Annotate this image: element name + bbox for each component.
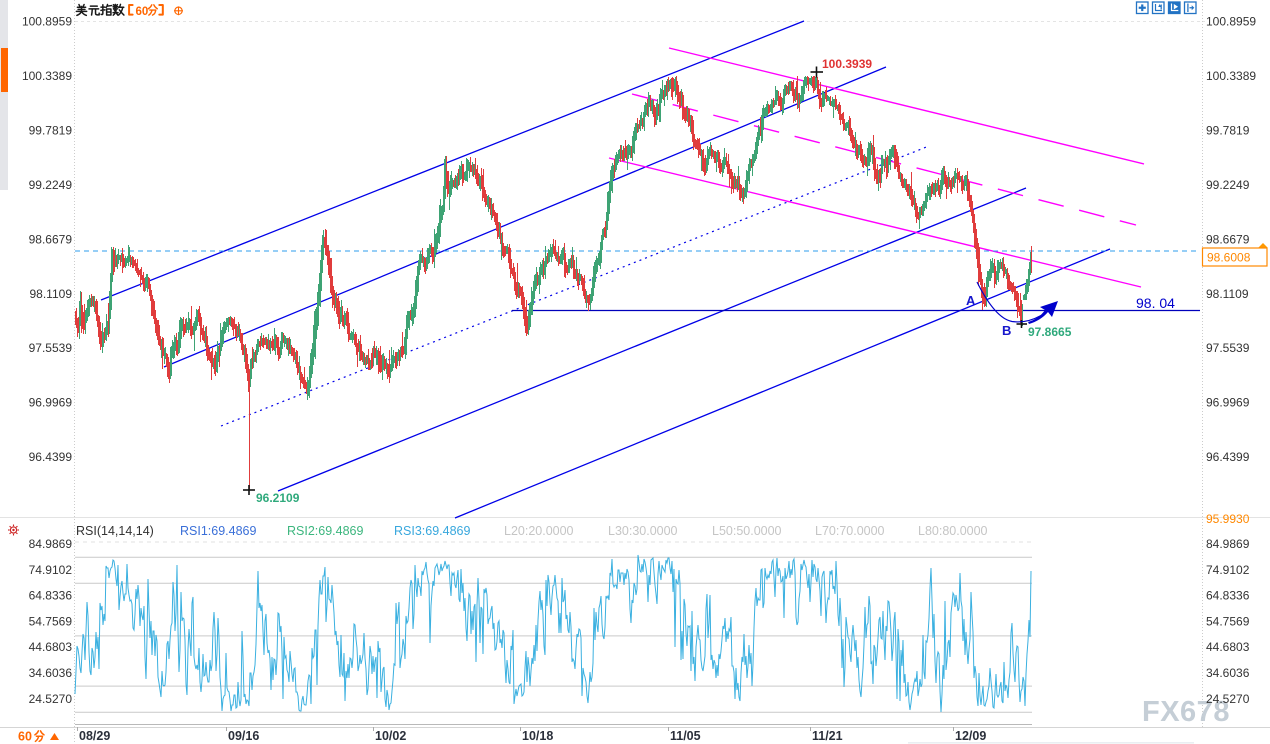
svg-text:54.7569: 54.7569 xyxy=(29,614,73,628)
svg-text:FX678: FX678 xyxy=(1142,696,1230,728)
svg-text:RSI1:69.4869: RSI1:69.4869 xyxy=(180,524,256,538)
svg-text:60: 60 xyxy=(18,730,32,744)
svg-text:12/09: 12/09 xyxy=(955,729,986,743)
svg-text:98.6679: 98.6679 xyxy=(29,232,73,246)
svg-text:L50:50.0000: L50:50.0000 xyxy=(712,524,782,538)
svg-text:54.7569: 54.7569 xyxy=(1206,614,1250,628)
svg-text:99.2249: 99.2249 xyxy=(1206,178,1250,192)
svg-text:10/18: 10/18 xyxy=(522,729,553,743)
svg-text:100.3939: 100.3939 xyxy=(822,57,872,71)
svg-text:34.6036: 34.6036 xyxy=(29,666,73,680)
svg-text:08/29: 08/29 xyxy=(79,729,110,743)
svg-text:44.6803: 44.6803 xyxy=(29,640,73,654)
svg-text:98.6679: 98.6679 xyxy=(1206,232,1250,246)
svg-text:84.9869: 84.9869 xyxy=(29,537,73,551)
svg-text:100.8959: 100.8959 xyxy=(1206,15,1256,29)
svg-text:96.9969: 96.9969 xyxy=(1206,396,1250,410)
svg-text:24.5270: 24.5270 xyxy=(1206,692,1250,706)
svg-text:10/02: 10/02 xyxy=(375,729,406,743)
svg-text:B: B xyxy=(1002,323,1011,338)
svg-text:96.2109: 96.2109 xyxy=(256,491,300,505)
svg-text:97.5539: 97.5539 xyxy=(29,341,73,355)
svg-text:A: A xyxy=(966,293,976,308)
svg-text:34.6036: 34.6036 xyxy=(1206,666,1250,680)
svg-text:L70:70.0000: L70:70.0000 xyxy=(815,524,885,538)
svg-text:99.7819: 99.7819 xyxy=(1206,123,1250,137)
svg-text:96.9969: 96.9969 xyxy=(29,396,73,410)
svg-text:98. 04: 98. 04 xyxy=(1136,295,1175,311)
svg-text:24.5270: 24.5270 xyxy=(29,692,73,706)
svg-text:L30:30.0000: L30:30.0000 xyxy=(608,524,678,538)
svg-text:74.9102: 74.9102 xyxy=(1206,563,1250,577)
svg-text:64.8336: 64.8336 xyxy=(29,589,73,603)
svg-text:99.7819: 99.7819 xyxy=(29,123,73,137)
svg-text:97.8665: 97.8665 xyxy=(1028,325,1072,339)
svg-text:11/21: 11/21 xyxy=(812,729,843,743)
svg-text:98.1109: 98.1109 xyxy=(30,287,73,301)
svg-text:L80:80.0000: L80:80.0000 xyxy=(918,524,988,538)
svg-text:RSI2:69.4869: RSI2:69.4869 xyxy=(287,524,363,538)
svg-text:96.4399: 96.4399 xyxy=(29,450,73,464)
svg-text:74.9102: 74.9102 xyxy=(29,563,73,577)
svg-text:98.1109: 98.1109 xyxy=(1206,287,1249,301)
svg-text:60: 60 xyxy=(136,6,149,18)
svg-text:97.5539: 97.5539 xyxy=(1206,341,1250,355)
svg-text:95.9930: 95.9930 xyxy=(1206,512,1250,526)
svg-text:100.3389: 100.3389 xyxy=(22,69,72,83)
svg-text:64.8336: 64.8336 xyxy=(1206,589,1250,603)
svg-text:L20:20.0000: L20:20.0000 xyxy=(504,524,574,538)
svg-text:44.6803: 44.6803 xyxy=(1206,640,1250,654)
svg-text:RSI(14,14,14): RSI(14,14,14) xyxy=(76,524,154,538)
svg-text:100.8959: 100.8959 xyxy=(22,15,72,29)
svg-text:RSI3:69.4869: RSI3:69.4869 xyxy=(394,524,470,538)
svg-text:96.4399: 96.4399 xyxy=(1206,450,1250,464)
svg-text:09/16: 09/16 xyxy=(228,729,259,743)
svg-text:99.2249: 99.2249 xyxy=(29,178,73,192)
svg-text:100.3389: 100.3389 xyxy=(1206,69,1256,83)
svg-text:11/05: 11/05 xyxy=(670,729,701,743)
svg-text:84.9869: 84.9869 xyxy=(1206,537,1250,551)
svg-text:98.6008: 98.6008 xyxy=(1207,251,1251,265)
